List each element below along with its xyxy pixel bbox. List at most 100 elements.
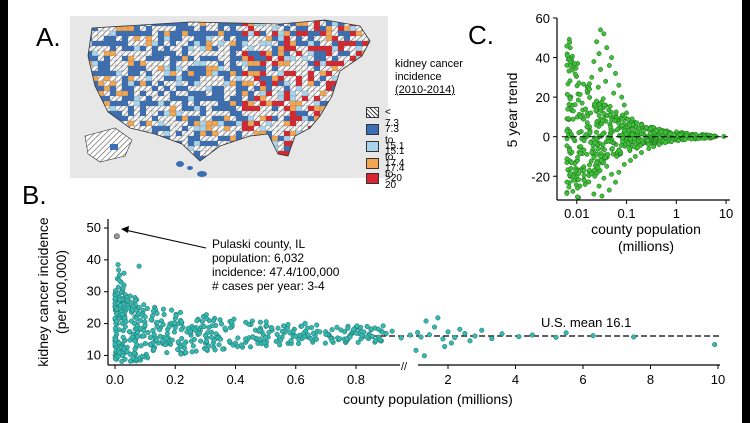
b-data-point xyxy=(114,311,120,317)
b-data-point xyxy=(164,331,170,337)
b-data-point xyxy=(220,346,226,352)
b-data-point xyxy=(293,333,299,339)
b-data-point xyxy=(377,336,383,343)
b-data-point xyxy=(269,325,275,331)
us-mean-label: U.S. mean 16.1 xyxy=(541,315,631,330)
b-data-point xyxy=(154,337,160,343)
b-data-point xyxy=(126,329,132,335)
b-data-point xyxy=(132,297,138,303)
b-data-point xyxy=(196,330,202,337)
map-canvas xyxy=(84,19,371,177)
b-data-point xyxy=(370,334,376,340)
b-y-axis-title: kidney cancer incidence xyxy=(35,217,51,367)
b-data-point xyxy=(212,347,218,353)
b-data-point xyxy=(140,333,146,339)
pulaski-annotation-line: population: 6,032 xyxy=(212,251,304,265)
b-data-point xyxy=(435,315,441,321)
b-data-point xyxy=(383,330,389,337)
b-data-point xyxy=(169,307,175,313)
b-data-point xyxy=(189,349,195,355)
b-data-point xyxy=(273,338,279,344)
b-data-point xyxy=(238,342,245,348)
b-axis-break-mark: // xyxy=(401,361,408,373)
pulaski-annotation-line: incidence: 47.4/100,000 xyxy=(212,265,340,279)
b-data-point xyxy=(338,327,344,333)
b-data-point xyxy=(142,314,148,320)
b-data-point xyxy=(134,315,140,322)
b-data-point xyxy=(120,334,126,340)
b-data-point xyxy=(183,350,189,356)
b-data-point xyxy=(329,327,335,333)
b-data-point xyxy=(178,351,184,357)
b-data-point xyxy=(187,328,193,335)
b-data-point xyxy=(287,330,293,336)
b-data-point xyxy=(125,297,131,303)
b-data-point xyxy=(203,346,209,352)
b-data-point xyxy=(141,328,147,334)
b-data-point xyxy=(337,336,343,342)
b-data-point xyxy=(148,317,154,323)
b-data-point xyxy=(448,340,454,346)
b-data-point xyxy=(313,336,319,342)
b-data-point xyxy=(113,336,119,343)
b-data-point xyxy=(423,318,429,324)
b-data-point xyxy=(162,341,169,348)
b-data-point xyxy=(479,327,485,333)
b-data-point xyxy=(218,321,225,327)
b-data-point xyxy=(177,309,183,315)
b-data-point xyxy=(229,319,235,325)
b-data-point xyxy=(127,351,133,357)
b-data-point xyxy=(217,336,223,342)
b-data-point xyxy=(243,319,249,325)
b-data-point xyxy=(278,337,284,343)
b-data-point xyxy=(563,330,569,336)
b-data-point xyxy=(141,302,147,308)
b-data-point xyxy=(452,335,458,341)
b-data-point xyxy=(134,342,140,348)
b-x-tick-label: 8 xyxy=(647,372,654,387)
b-data-point xyxy=(171,320,178,326)
b-data-point xyxy=(147,341,153,348)
b-data-point xyxy=(489,336,495,342)
b-data-point xyxy=(248,344,254,350)
b-data-point xyxy=(178,327,184,333)
b-data-point xyxy=(257,336,263,342)
b-data-point xyxy=(178,319,184,325)
b-y-axis-title: (per 100,000) xyxy=(53,250,69,334)
b-data-point xyxy=(202,332,208,338)
b-data-point xyxy=(134,329,140,336)
pulaski-annotation-line: Pulaski county, IL xyxy=(212,237,305,251)
b-x-tick-label: 6 xyxy=(579,372,586,387)
b-data-point xyxy=(421,353,427,359)
b-data-point xyxy=(398,335,404,341)
panel-a-label: A. xyxy=(36,22,61,52)
b-x-tick-label: 0.4 xyxy=(226,372,244,387)
b-x-tick-label: 2 xyxy=(444,372,451,387)
b-y-tick-label: 40 xyxy=(87,252,101,267)
annotation-arrow-head xyxy=(121,226,129,233)
b-data-point xyxy=(467,338,473,344)
b-data-point xyxy=(355,339,361,345)
b-data-point xyxy=(426,332,432,338)
b-data-point xyxy=(144,305,150,312)
b-data-point xyxy=(172,325,178,331)
b-data-point xyxy=(329,338,335,344)
b-data-point xyxy=(127,337,133,343)
b-data-point xyxy=(181,341,187,347)
b-data-point xyxy=(166,324,172,330)
b-data-point xyxy=(359,332,365,338)
b-data-point xyxy=(445,329,451,335)
b-data-point xyxy=(380,323,386,329)
b-data-point xyxy=(139,353,145,359)
b-data-point xyxy=(119,358,125,364)
b-data-point xyxy=(462,330,468,337)
b-x-axis-title: county population (millions) xyxy=(343,391,513,407)
b-data-point xyxy=(206,325,212,331)
b-data-point xyxy=(257,319,263,325)
b-data-point xyxy=(115,284,121,290)
b-data-point xyxy=(314,322,320,328)
b-data-point xyxy=(173,313,179,319)
b-data-point xyxy=(171,329,177,335)
b-x-tick-label: 0.6 xyxy=(287,372,305,387)
b-data-point xyxy=(134,334,141,340)
